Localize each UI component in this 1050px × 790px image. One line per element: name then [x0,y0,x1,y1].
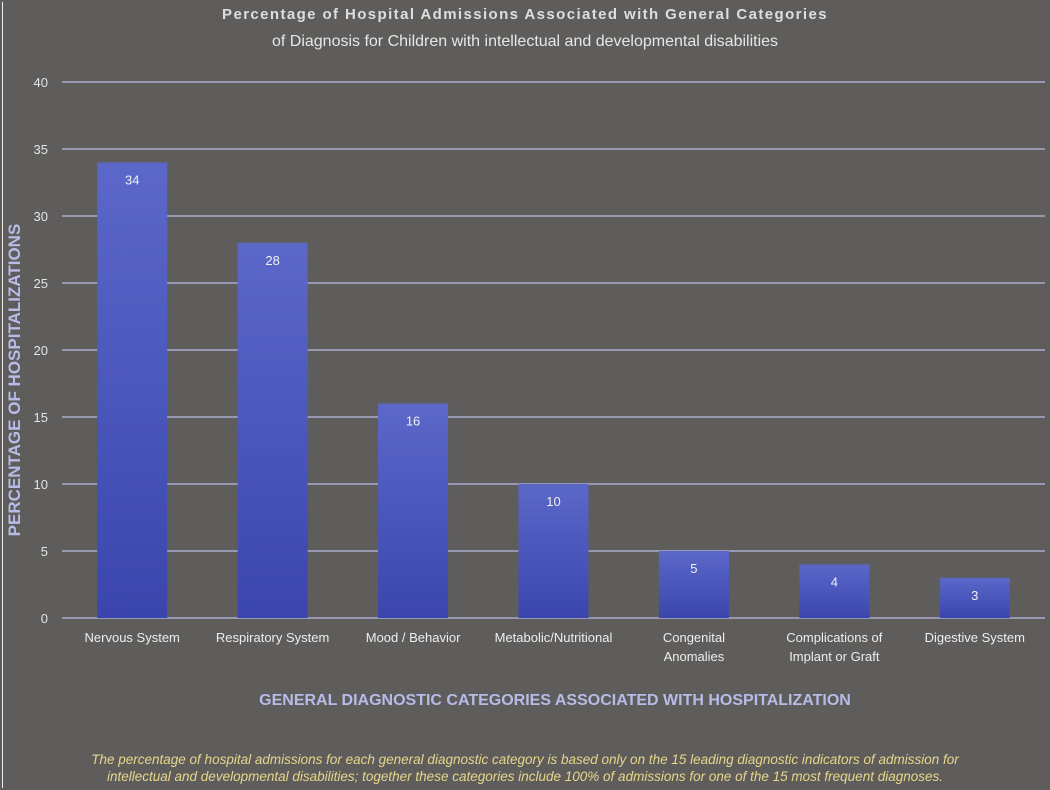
y-axis-label: PERCENTAGE OF HOSPITALIZATIONS [5,223,24,537]
bar [237,242,308,619]
x-tick-label: Mood / Behavior [366,630,461,645]
bar [518,484,589,618]
y-tick-label: 40 [34,75,48,90]
bar [378,403,449,618]
x-tick-label: Implant or Graft [789,649,880,664]
x-tick-label: Metabolic/Nutritional [495,630,613,645]
y-tick-label: 35 [34,142,48,157]
footnote-line-2: intellectual and developmental disabilit… [106,769,944,784]
x-tick-label: Anomalies [664,649,725,664]
data-label: 16 [406,414,420,429]
y-tick-label: 0 [41,611,48,626]
x-tick-label: Digestive System [925,630,1025,645]
data-label: 34 [125,172,139,187]
x-tick-label: Nervous System [85,630,180,645]
data-label: 10 [546,494,560,509]
bar [939,577,1010,618]
chart-subtitle: of Diagnosis for Children with intellect… [271,33,779,50]
bar [97,162,168,618]
chart-title: Percentage of Hospital Admissions Associ… [222,6,828,23]
y-tick-label: 30 [34,209,48,224]
data-label: 3 [971,588,978,603]
y-tick-label: 25 [34,276,48,291]
data-label: 28 [265,253,279,268]
data-label: 5 [690,561,697,576]
bar [799,564,870,618]
footnote-line-1: The percentage of hospital admissions fo… [91,752,959,767]
data-label: 4 [831,574,838,589]
x-axis-label: GENERAL DIAGNOSTIC CATEGORIES ASSOCIATED… [259,692,851,709]
x-tick-label: Complications of [786,630,882,645]
x-tick-label: Respiratory System [216,630,329,645]
y-tick-label: 5 [41,544,48,559]
y-tick-label: 10 [34,477,48,492]
x-tick-label: Congenital [663,630,725,645]
y-tick-label: 15 [34,410,48,425]
bar [658,551,729,618]
y-tick-label: 20 [34,343,48,358]
